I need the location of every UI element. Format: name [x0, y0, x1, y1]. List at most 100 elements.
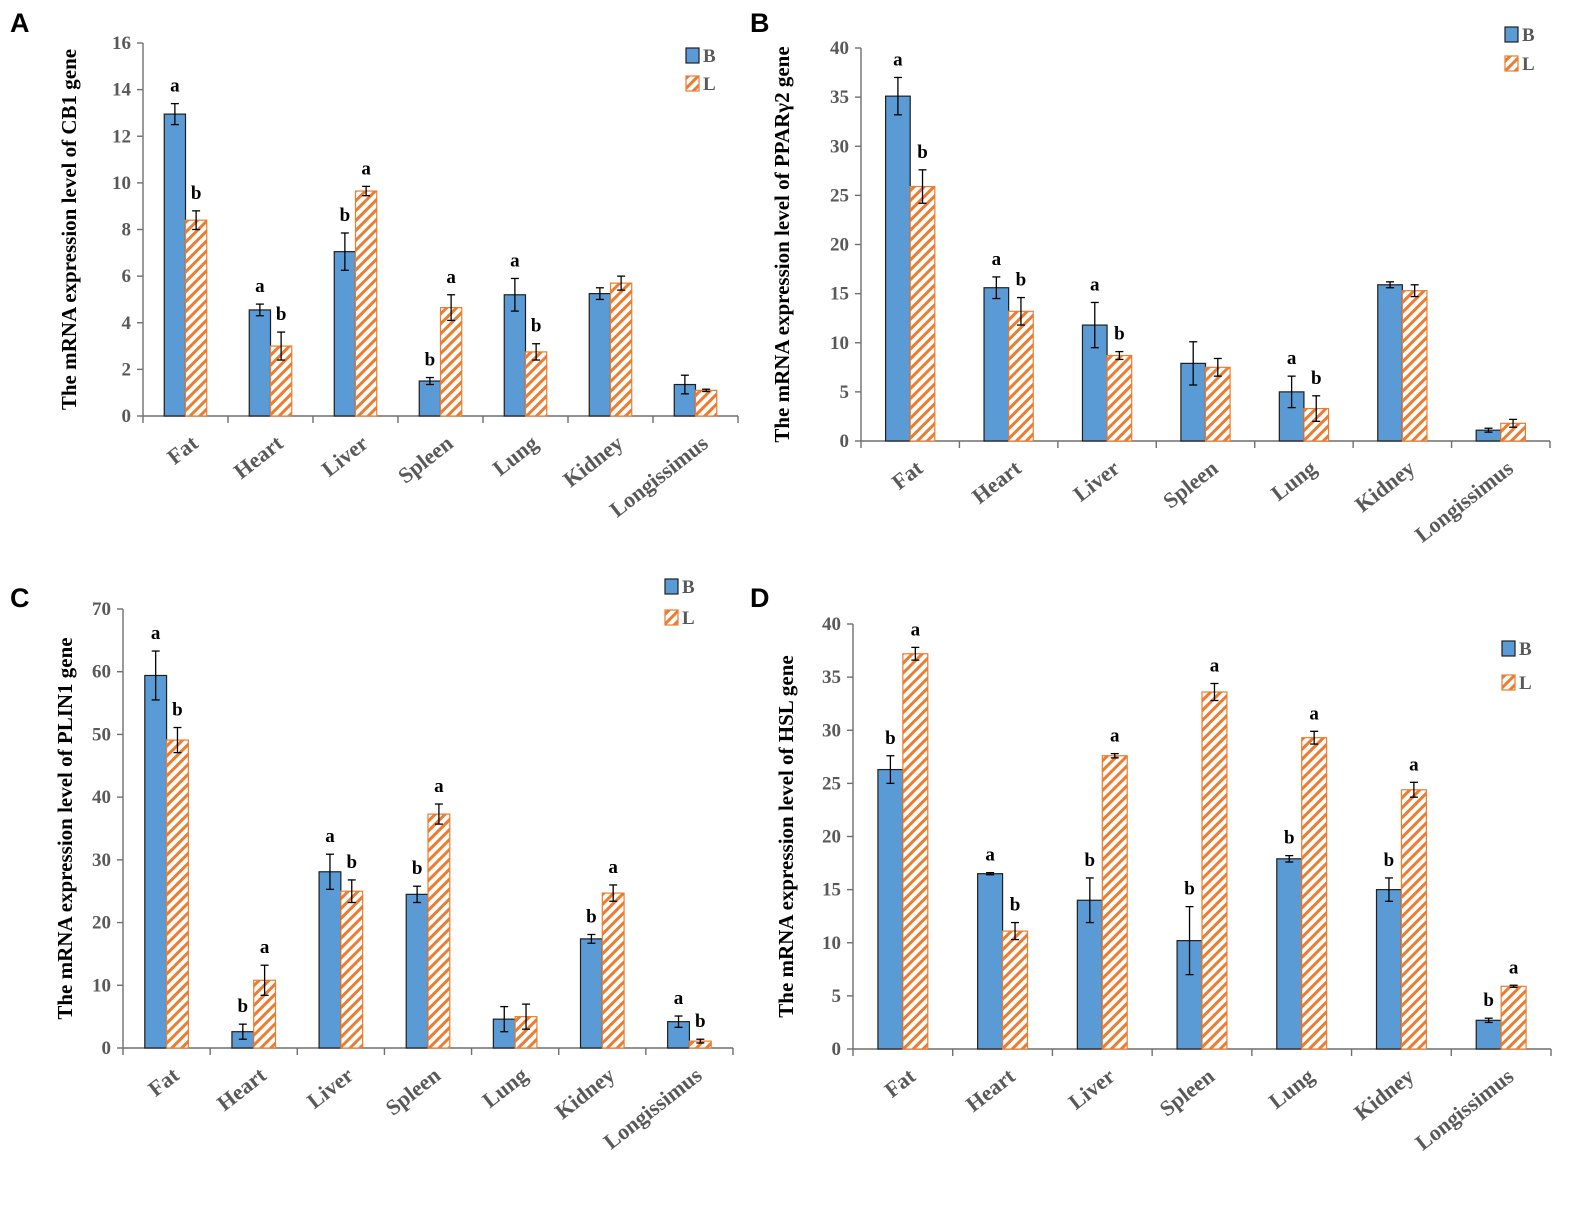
- y-tick-label: 40: [830, 38, 849, 59]
- legend-label-b: B: [1522, 25, 1535, 46]
- bar-l-fat: [184, 219, 208, 417]
- y-tick-label: 14: [112, 80, 132, 101]
- bar-l-spleen: [1201, 691, 1228, 1050]
- y-tick-label: 35: [822, 667, 841, 688]
- chart-panel-a: A The mRNA expression level of CB1 gene 0 2…: [10, 8, 739, 522]
- significance-label: a: [674, 988, 684, 1009]
- x-tick-label: Liver: [317, 430, 373, 481]
- bar-b-heart: [248, 309, 272, 417]
- bar-l-fat: [902, 653, 929, 1050]
- bar-l-lung: [1301, 737, 1328, 1050]
- y-tick-label: 6: [122, 266, 132, 287]
- x-tick-label: Spleen: [381, 1062, 446, 1120]
- significance-label: a: [1090, 274, 1100, 295]
- y-tick-label: 10: [830, 333, 849, 354]
- x-tick-label: Lung: [477, 1062, 532, 1113]
- bar-l-longissimus: [1500, 985, 1527, 1050]
- bar-l-lung: [524, 351, 548, 417]
- bar-b-kidney: [588, 293, 612, 417]
- legend-label-b: B: [703, 46, 716, 67]
- x-tick-label: Longissimus: [1410, 455, 1518, 547]
- y-tick-label: 40: [92, 787, 111, 808]
- x-tick-label: Heart: [212, 1062, 271, 1116]
- bar-b-spleen: [405, 893, 429, 1049]
- x-tick-label: Fat: [887, 455, 928, 495]
- significance-label: a: [1309, 703, 1319, 724]
- y-tick-label: 5: [832, 986, 842, 1007]
- x-tick-label: Lung: [488, 430, 543, 481]
- bar-l-kidney: [601, 892, 625, 1049]
- panel-letter: A: [10, 8, 30, 38]
- y-tick-label: 10: [112, 173, 131, 194]
- chart-panel-c: C The mRNA expression level of PLIN1 gene…: [10, 577, 734, 1154]
- x-tick-label: Spleen: [1155, 1063, 1220, 1121]
- bar-b-heart: [983, 287, 1010, 442]
- significance-label: b: [885, 728, 896, 749]
- legend-label-b: B: [682, 577, 695, 598]
- x-tick-label: Spleen: [1158, 455, 1223, 513]
- y-tick-label: 16: [112, 33, 131, 54]
- x-tick-label: Lung: [1264, 1063, 1319, 1114]
- bar-b-fat: [144, 674, 168, 1049]
- y-tick-label: 25: [830, 185, 849, 206]
- significance-label: a: [151, 623, 161, 644]
- x-tick-label: Liver: [1068, 455, 1124, 506]
- chart-panel-b: B The mRNA expression level of PPARγ2 gen…: [750, 8, 1551, 547]
- bar-l-fat: [909, 185, 936, 442]
- significance-label: a: [1110, 726, 1120, 747]
- y-tick-label: 15: [830, 284, 849, 305]
- legend-swatch-l: [685, 75, 700, 92]
- y-tick-label: 2: [122, 359, 132, 380]
- x-tick-label: Heart: [961, 1063, 1020, 1117]
- y-tick-label: 50: [92, 724, 111, 745]
- significance-label: b: [340, 205, 351, 226]
- legend-swatch-b: [1501, 640, 1516, 657]
- x-tick-label: Longissimus: [1410, 1063, 1518, 1155]
- y-tick-label: 25: [822, 773, 841, 794]
- bar-l-liver: [354, 190, 378, 417]
- bar-b-longissimus: [1475, 1019, 1502, 1050]
- significance-label: a: [985, 845, 995, 866]
- x-tick-label: Spleen: [393, 430, 458, 488]
- significance-label: a: [893, 49, 903, 70]
- y-tick-label: 10: [822, 933, 841, 954]
- bar-b-liver: [318, 871, 342, 1049]
- significance-label: b: [1184, 879, 1195, 900]
- x-tick-label: Liver: [1064, 1063, 1120, 1114]
- x-tick-label: Kidney: [550, 1062, 619, 1124]
- significance-label: a: [510, 250, 520, 271]
- chart-panel-d: D The mRNA expression level of HSL gene 0 5…: [750, 583, 1552, 1155]
- y-tick-label: 30: [822, 720, 841, 741]
- significance-label: b: [346, 852, 357, 873]
- y-tick-label: 30: [92, 850, 111, 871]
- x-tick-label: Liver: [302, 1062, 358, 1113]
- bar-b-heart: [977, 873, 1004, 1050]
- legend-label-b: B: [1519, 639, 1532, 660]
- panel-letter: C: [10, 583, 30, 613]
- x-tick-label: Fat: [162, 430, 203, 470]
- x-tick-label: Fat: [880, 1063, 921, 1103]
- significance-label: a: [446, 267, 456, 288]
- legend-label-l: L: [703, 74, 716, 95]
- legend-label-l: L: [1519, 673, 1532, 694]
- significance-label: a: [255, 276, 265, 297]
- significance-label: b: [238, 996, 249, 1017]
- x-tick-label: Kidney: [1350, 455, 1419, 517]
- y-tick-label: 20: [92, 913, 111, 934]
- legend-swatch-l: [1504, 55, 1519, 72]
- bar-l-kidney: [1401, 290, 1428, 442]
- y-axis-label: The mRNA expression level of PLIN1 gene: [53, 637, 77, 1019]
- y-tick-label: 4: [122, 313, 132, 334]
- significance-label: a: [992, 249, 1002, 270]
- y-axis-label: The mRNA expression level of PPARγ2 gene: [770, 46, 794, 442]
- y-tick-label: 20: [822, 827, 841, 848]
- bar-b-lung: [1276, 858, 1303, 1050]
- bar-l-fat: [165, 739, 189, 1049]
- bar-l-heart: [1001, 930, 1029, 1050]
- y-tick-label: 10: [92, 975, 111, 996]
- significance-label: b: [425, 350, 436, 371]
- legend-swatch-l: [664, 609, 679, 626]
- y-tick-label: 0: [840, 431, 850, 452]
- y-tick-label: 60: [92, 662, 111, 683]
